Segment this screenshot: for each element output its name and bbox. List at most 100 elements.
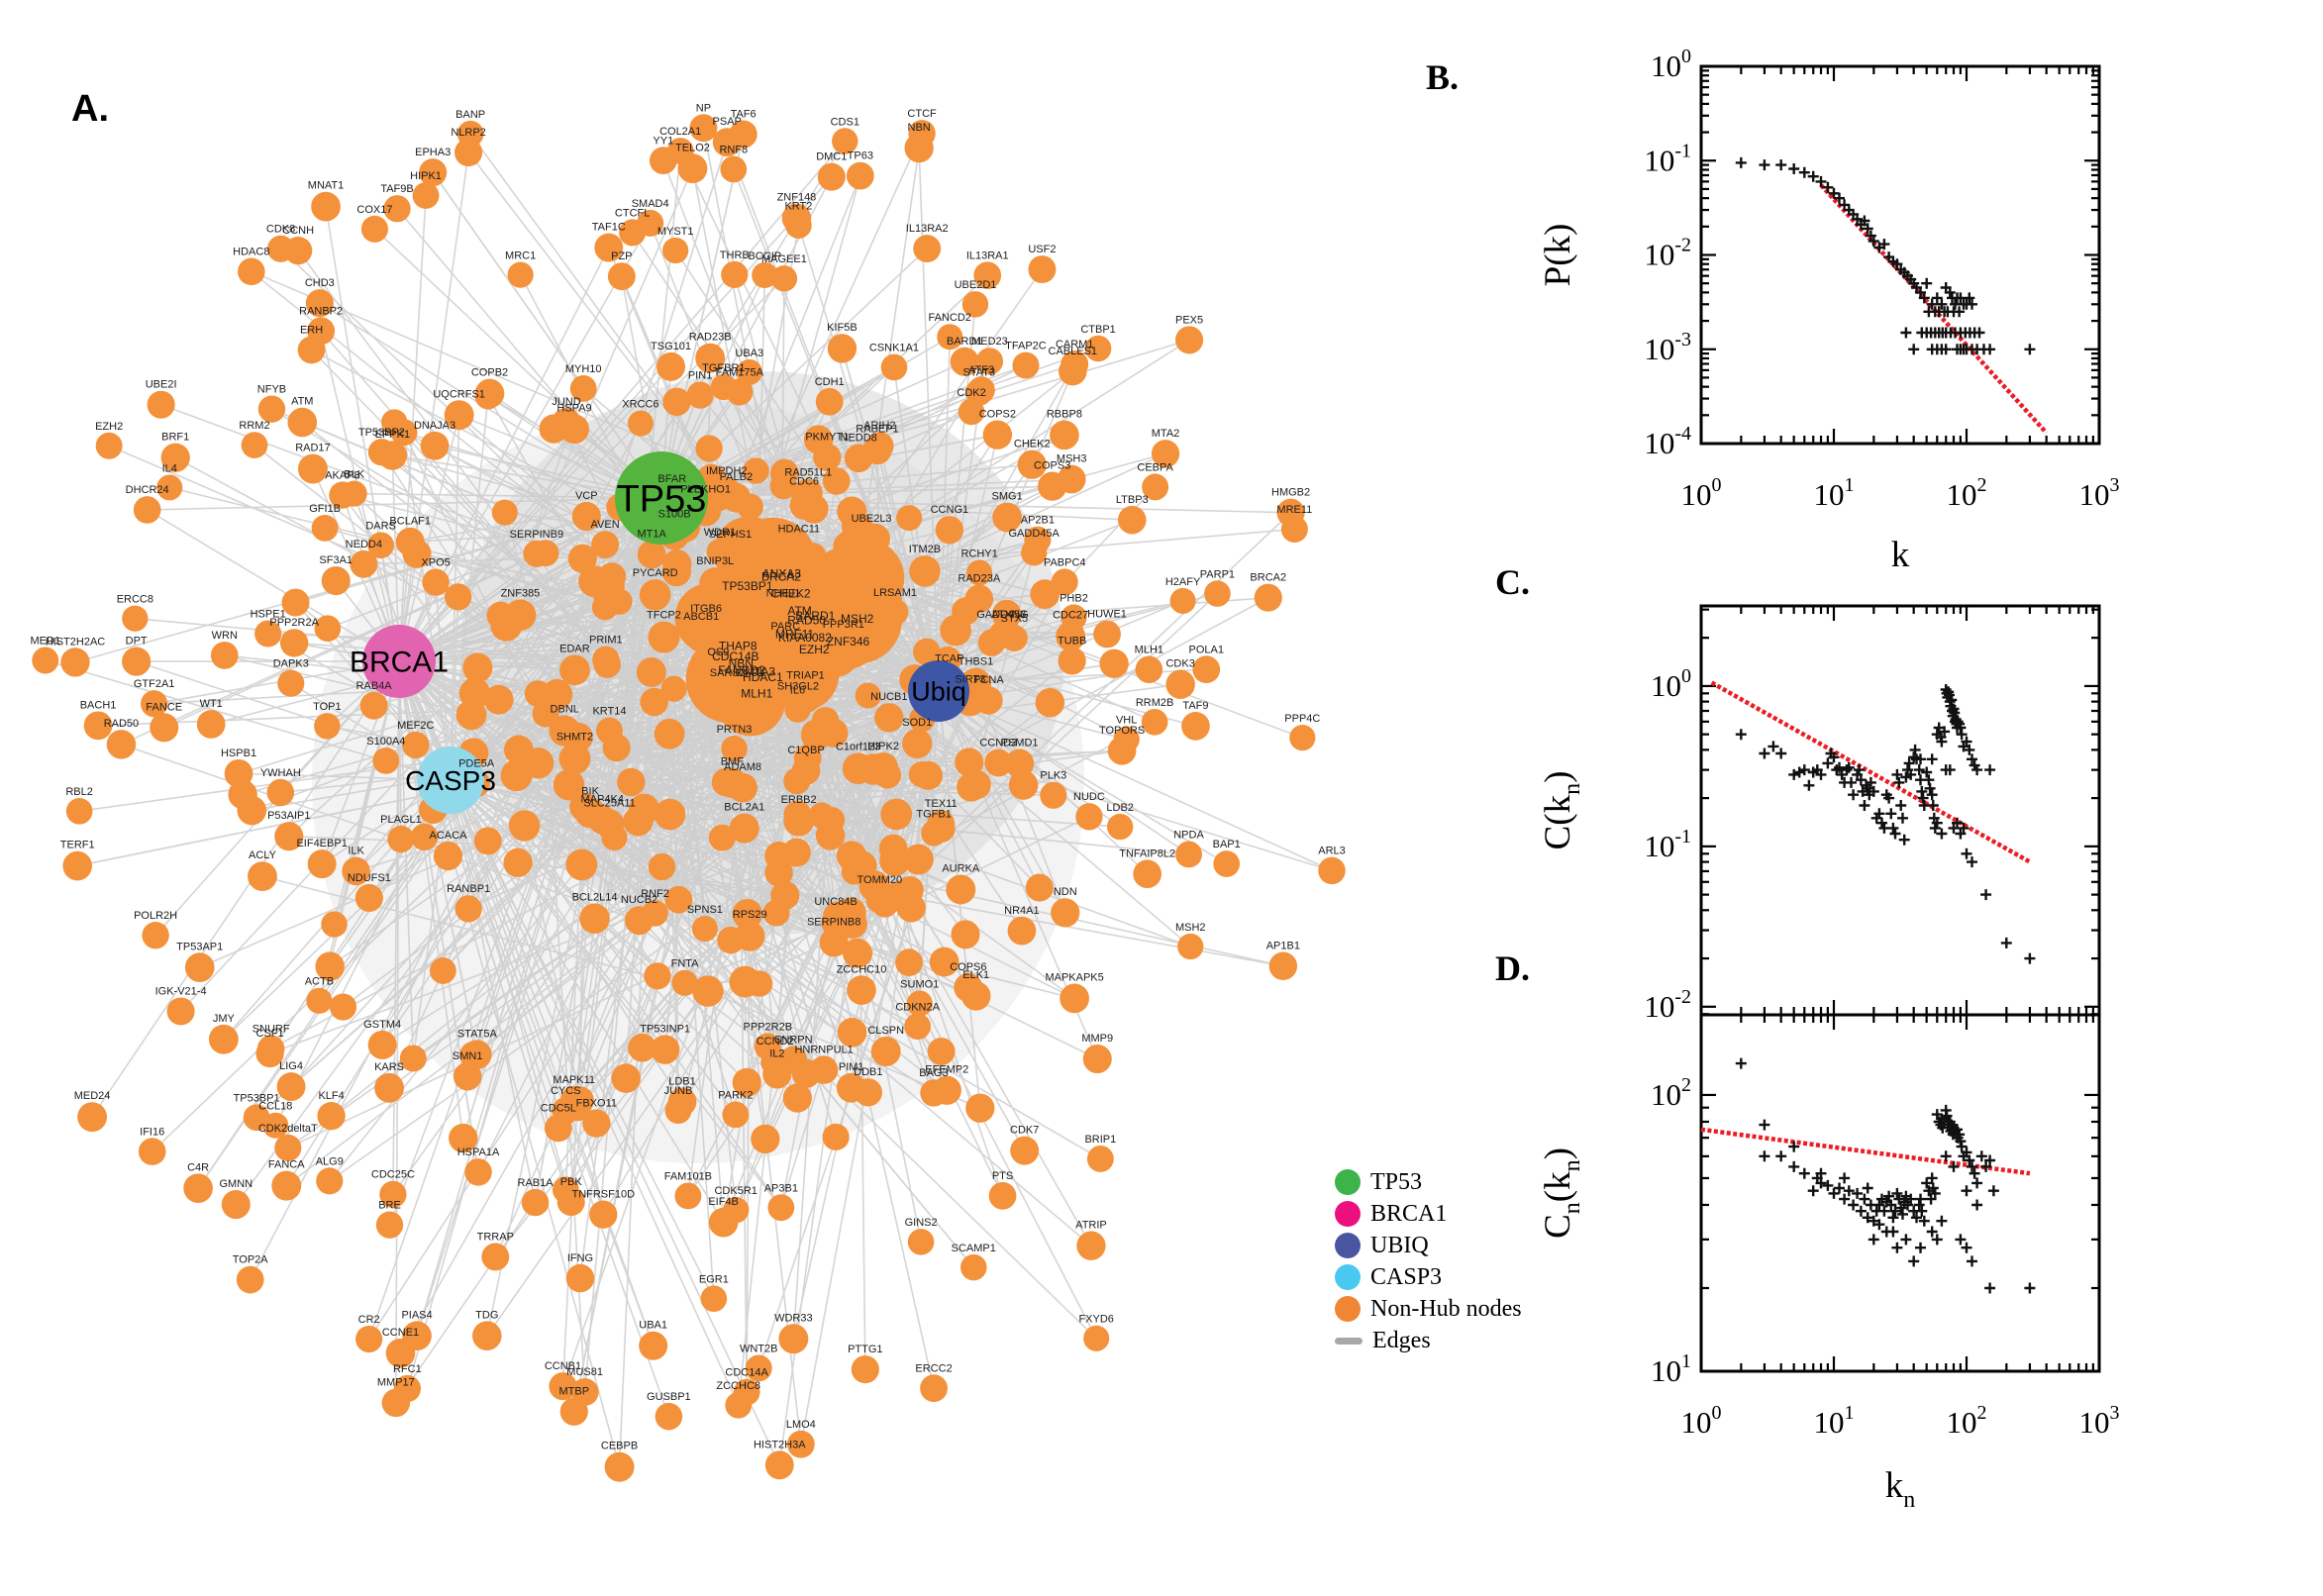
gene-label: ERCC8 bbox=[117, 594, 153, 606]
gene-label: TDG bbox=[475, 1309, 498, 1321]
network-node bbox=[208, 1024, 239, 1054]
gene-label: CDK2deltaT bbox=[258, 1123, 318, 1135]
gene-label: CDC14A bbox=[725, 1367, 768, 1379]
gene-label: AP2B1 bbox=[1021, 515, 1055, 527]
network-node bbox=[927, 1038, 956, 1065]
gene-label: H2AFY bbox=[1165, 576, 1201, 588]
x-tick-label: 100 bbox=[1681, 474, 1722, 512]
network-node bbox=[973, 261, 1002, 290]
gene-label: C4R bbox=[187, 1161, 209, 1173]
gene-label: BACH1 bbox=[80, 699, 117, 711]
network-node bbox=[462, 652, 493, 683]
network-node bbox=[654, 798, 686, 831]
gene-label: SCAMP1 bbox=[952, 1243, 996, 1254]
gene-label: RANBP2 bbox=[299, 305, 343, 317]
network-node bbox=[662, 237, 689, 264]
gene-label: RAD23A bbox=[958, 573, 1000, 585]
gene-label: HUWE1 bbox=[1087, 609, 1127, 621]
network-edge bbox=[121, 744, 640, 922]
network-node bbox=[341, 480, 367, 507]
gene-label: CLSPN bbox=[867, 1025, 904, 1037]
network-node bbox=[906, 990, 933, 1017]
network-node bbox=[481, 1243, 510, 1271]
network-node bbox=[1099, 648, 1129, 678]
y-tick-label: 10-2 bbox=[1644, 235, 1691, 272]
network-node bbox=[570, 1378, 599, 1406]
gene-label: HSPB1 bbox=[221, 748, 256, 759]
axis-ticks bbox=[1699, 1015, 2101, 1373]
network-node bbox=[210, 642, 239, 669]
network-edge bbox=[398, 428, 575, 662]
network-node bbox=[32, 647, 59, 674]
network-node bbox=[782, 838, 811, 867]
network-panel: MLH1 ATM BRCA2 CHEK2 MSH2 RAD50 NBN MRE11 BARD1 T… bbox=[30, 102, 1346, 1482]
network-node bbox=[473, 827, 502, 855]
network-node bbox=[1010, 1136, 1040, 1165]
gene-label: PLEKHO1 bbox=[680, 483, 731, 495]
gene-label: THAP8 bbox=[719, 640, 758, 653]
x-tick-label: 103 bbox=[2079, 474, 2120, 512]
gene-label: TCAP bbox=[935, 652, 963, 664]
gene-label: AP1B1 bbox=[1266, 941, 1300, 952]
gene-label: CDC14B bbox=[712, 649, 758, 663]
gene-label: BNIP3L bbox=[696, 555, 734, 567]
gene-label: XPO5 bbox=[421, 556, 450, 568]
gene-label: NBN bbox=[908, 122, 931, 134]
gene-label: WRN bbox=[212, 630, 238, 642]
gene-label: UNC84B bbox=[814, 896, 857, 908]
network-node bbox=[692, 975, 724, 1007]
network-node bbox=[611, 1063, 641, 1093]
gene-label: POLR2H bbox=[134, 910, 177, 922]
gene-label: HIPK1 bbox=[410, 170, 442, 182]
network-node bbox=[607, 262, 636, 291]
network-node bbox=[743, 457, 769, 484]
gene-label: RBL2 bbox=[65, 786, 93, 798]
gene-label: ATM bbox=[787, 604, 811, 618]
network-node bbox=[523, 748, 555, 779]
gene-label: PYCARD bbox=[633, 567, 678, 579]
gene-label: HSPA9 bbox=[556, 402, 591, 414]
network-node bbox=[955, 748, 984, 777]
gene-label: SARS2 bbox=[710, 667, 746, 679]
network-node bbox=[691, 915, 718, 943]
gene-label: PKMYT1 bbox=[805, 432, 849, 444]
network-edge bbox=[432, 171, 662, 499]
gene-label: ERCC2 bbox=[915, 1362, 952, 1374]
gene-label: IL13RA1 bbox=[966, 249, 1009, 261]
gene-label: ARL3 bbox=[1318, 846, 1346, 857]
gene-label: USF2 bbox=[1028, 244, 1056, 255]
network-node bbox=[1192, 655, 1221, 684]
gene-label: GFI1B bbox=[309, 503, 341, 515]
network-node bbox=[565, 848, 598, 881]
gene-label: C1orf123 bbox=[836, 741, 880, 752]
gene-label: IL2 bbox=[769, 1047, 784, 1059]
gene-label: CCND2 bbox=[757, 1036, 794, 1047]
gene-label: BRF1 bbox=[161, 432, 189, 444]
gene-label: LTBP3 bbox=[1116, 494, 1149, 506]
network-node bbox=[639, 579, 671, 611]
network-node bbox=[385, 1338, 416, 1368]
gene-label: CDKN2A bbox=[895, 1001, 940, 1013]
network-node bbox=[752, 261, 778, 289]
network-node bbox=[379, 1180, 407, 1209]
network-node bbox=[833, 531, 863, 561]
network-node bbox=[1082, 1045, 1112, 1074]
gene-label: DAPK3 bbox=[273, 658, 309, 670]
gene-label: MMP9 bbox=[1081, 1033, 1113, 1045]
network-node bbox=[1058, 647, 1086, 675]
x-axis-title: k bbox=[1891, 535, 1910, 575]
y-tick-label: 101 bbox=[1651, 1350, 1691, 1388]
network-edge bbox=[412, 690, 940, 1059]
network-node bbox=[248, 861, 277, 892]
network-node bbox=[952, 597, 980, 626]
network-node bbox=[589, 1200, 618, 1229]
network-node bbox=[1024, 526, 1052, 553]
network-edge bbox=[398, 660, 598, 1124]
network-node bbox=[742, 584, 771, 614]
network-node bbox=[1060, 983, 1089, 1014]
network-node bbox=[1213, 850, 1241, 877]
gene-label: S100A4 bbox=[366, 736, 405, 748]
gene-label: PIN1 bbox=[688, 369, 712, 381]
network-node bbox=[862, 435, 892, 465]
gene-label: CEBPA bbox=[1137, 461, 1173, 473]
